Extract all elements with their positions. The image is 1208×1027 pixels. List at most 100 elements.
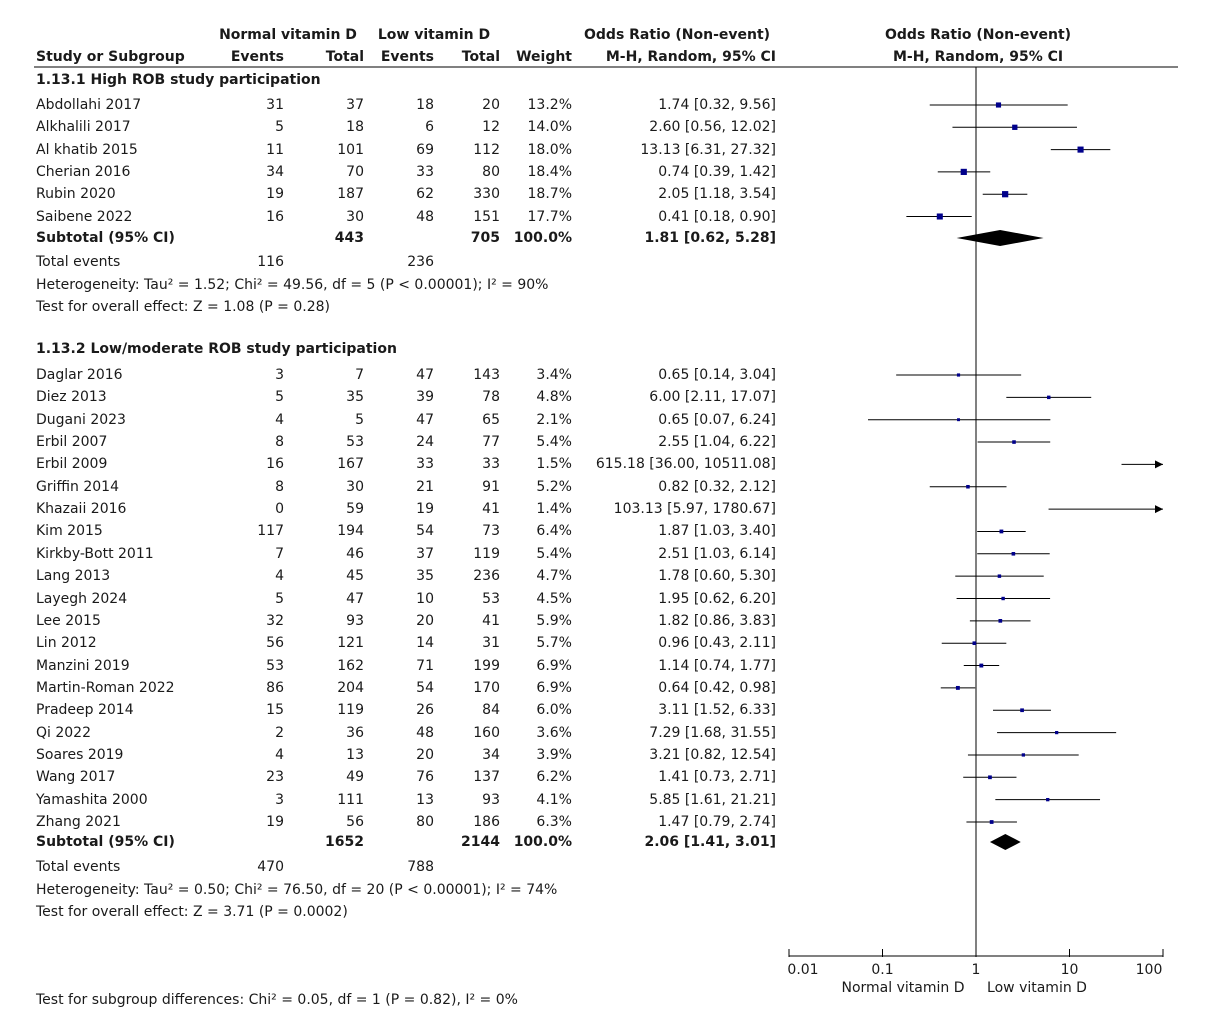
events2-cell: 33: [416, 456, 434, 473]
events1-cell: 7: [275, 545, 284, 562]
weight-cell: 17.7%: [527, 208, 572, 225]
subtotal-or-ci: 1.81 [0.62, 5.28]: [644, 230, 777, 246]
total2-cell: 143: [473, 367, 500, 383]
total1-cell: 5: [355, 411, 364, 428]
events2-cell: 21: [416, 478, 434, 495]
or-ci-cell: 3.11 [1.52, 6.33]: [658, 702, 776, 719]
events1-cell: 0: [275, 501, 284, 518]
events1-cell: 4: [275, 411, 284, 428]
study-name: Manzini 2019: [36, 657, 130, 674]
x-axis-tick-label: 0.1: [871, 962, 893, 978]
events2-cell: 47: [416, 367, 434, 383]
total1-cell: 45: [346, 568, 364, 585]
study-marker: [936, 213, 943, 220]
plot-title: Odds Ratio (Non-event): [885, 27, 1072, 43]
total2-cell: 41: [482, 501, 500, 518]
total1-cell: 162: [337, 657, 364, 674]
weight-cell: 4.8%: [536, 389, 572, 406]
weight-cell: 4.5%: [536, 590, 572, 607]
or-ci-cell: 1.74 [0.32, 9.56]: [658, 97, 776, 113]
subtotal-total1: 443: [334, 230, 364, 246]
study-marker: [957, 418, 960, 422]
events1-cell: 4: [275, 746, 284, 763]
subtotal-weight: 100.0%: [513, 834, 572, 850]
events1-cell: 53: [266, 657, 284, 674]
total2-cell: 112: [473, 141, 500, 158]
events1-cell: 19: [266, 814, 284, 830]
total1-cell: 121: [337, 635, 364, 652]
weight-cell: 5.4%: [536, 434, 572, 451]
events1-cell: 8: [275, 434, 284, 451]
events2-cell: 26: [416, 702, 434, 719]
weight-cell: 18.7%: [527, 186, 572, 203]
total2-cell: 236: [473, 568, 500, 585]
study-marker: [995, 102, 1002, 108]
total1-cell: 49: [346, 769, 364, 786]
study-marker: [1012, 440, 1016, 444]
weight-cell: 13.2%: [527, 97, 572, 113]
events2-cell: 54: [416, 523, 434, 540]
events2-cell: 13: [416, 791, 434, 808]
weight-cell: 1.5%: [536, 456, 572, 473]
or-ci-cell: 0.65 [0.14, 3.04]: [658, 367, 776, 383]
x-axis-tick-label: 10: [1061, 962, 1079, 978]
events1-cell: 23: [266, 769, 284, 786]
study-name: Soares 2019: [36, 746, 124, 763]
x-axis-tick-label: 0.01: [787, 962, 818, 978]
total1-header: Total: [325, 49, 364, 65]
total2-cell: 119: [473, 545, 500, 562]
total2-cell: 151: [473, 208, 500, 225]
total2-cell: 12: [482, 119, 500, 136]
heterogeneity-text: Heterogeneity: Tau² = 0.50; Chi² = 76.50…: [36, 882, 558, 898]
weight-cell: 3.9%: [536, 746, 572, 763]
or-ci-cell: 7.29 [1.68, 31.55]: [649, 724, 776, 741]
study-name: Daglar 2016: [36, 367, 123, 383]
study-name: Kirkby-Bott 2011: [36, 545, 154, 562]
total2-cell: 93: [482, 791, 500, 808]
study-marker: [966, 484, 970, 489]
study-marker: [989, 820, 994, 824]
subtotal-total1: 1652: [325, 834, 364, 850]
or-column-header: Odds Ratio (Non-event): [584, 27, 771, 43]
group1-header: Normal vitamin D: [219, 27, 357, 43]
study-name: Rubin 2020: [36, 186, 116, 203]
study-name: Al khatib 2015: [36, 141, 138, 158]
or-ci-cell: 6.00 [2.11, 17.07]: [649, 389, 776, 406]
total1-cell: 101: [337, 141, 364, 158]
weight-cell: 18.0%: [527, 141, 572, 158]
events2-cell: 80: [416, 814, 434, 830]
or-column-subheader: M-H, Random, 95% CI: [605, 49, 776, 65]
events2-cell: 20: [416, 612, 434, 629]
total1-cell: 111: [337, 791, 364, 808]
x-axis-tick-label: 100: [1136, 962, 1163, 978]
or-ci-cell: 1.41 [0.73, 2.71]: [658, 769, 776, 786]
events1-cell: 3: [275, 791, 284, 808]
total1-cell: 70: [346, 163, 364, 180]
study-name: Griffin 2014: [36, 478, 119, 495]
or-ci-cell: 13.13 [6.31, 27.32]: [640, 141, 776, 158]
events2-cell: 54: [416, 679, 434, 696]
pooled-diamond: [956, 230, 1044, 246]
total-events2: 788: [407, 859, 434, 875]
or-ci-cell: 1.14 [0.74, 1.77]: [658, 657, 776, 674]
study-name: Qi 2022: [36, 724, 91, 741]
study-name: Dugani 2023: [36, 411, 126, 428]
total1-cell: 119: [337, 702, 364, 719]
total1-cell: 46: [346, 545, 364, 562]
weight-cell: 2.1%: [536, 411, 572, 428]
or-ci-cell: 1.95 [0.62, 6.20]: [658, 590, 776, 607]
ci-arrow: [1155, 460, 1163, 469]
total1-cell: 187: [337, 186, 364, 203]
or-ci-cell: 615.18 [36.00, 10511.08]: [595, 456, 776, 473]
total2-cell: 53: [482, 590, 500, 607]
or-ci-cell: 103.13 [5.97, 1780.67]: [613, 501, 776, 518]
or-ci-cell: 1.47 [0.79, 2.74]: [658, 814, 776, 830]
weight-cell: 5.2%: [536, 478, 572, 495]
total2-cell: 77: [482, 434, 500, 451]
events1-cell: 32: [266, 612, 284, 629]
or-ci-cell: 0.64 [0.42, 0.98]: [658, 679, 776, 696]
subgroup-differences: Test for subgroup differences: Chi² = 0.…: [36, 992, 518, 1008]
study-name: Lin 2012: [36, 635, 97, 652]
study-name: Martin-Roman 2022: [36, 679, 175, 696]
